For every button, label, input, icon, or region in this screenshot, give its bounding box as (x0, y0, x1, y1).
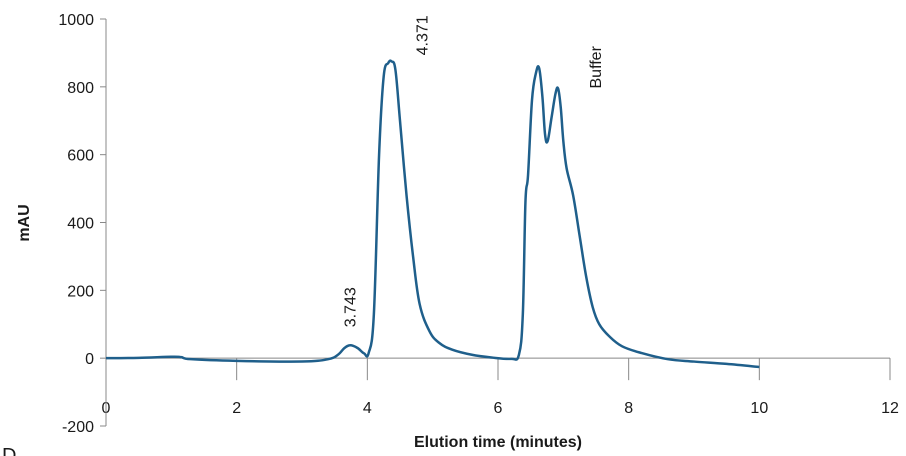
x-tick-label: 12 (881, 400, 899, 417)
panel-label: D (2, 445, 16, 456)
y-tick-label: -200 (62, 419, 94, 436)
y-axis-title: mAU (16, 204, 33, 241)
x-tick-label: 2 (232, 400, 241, 417)
y-tick-label: 600 (67, 148, 94, 165)
peak-annotation-label: Buffer (588, 45, 605, 88)
y-tick-label: 400 (67, 216, 94, 233)
y-axis-ticks: -200 0 200 400 600 800 1000 (58, 12, 106, 436)
x-axis-ticks: 0 2 4 6 8 10 12 (102, 358, 899, 417)
x-tick-label: 4 (363, 400, 372, 417)
peak-annotation-label: 3.743 (343, 287, 360, 327)
x-tick-label: 8 (624, 400, 633, 417)
peak-annotation-label: 4.371 (415, 15, 432, 55)
y-tick-label: 800 (67, 80, 94, 97)
peak-annotations: 3.743 4.371 Buffer (343, 15, 606, 327)
x-tick-label: 6 (494, 400, 503, 417)
x-tick-label: 10 (750, 400, 768, 417)
y-tick-label: 1000 (58, 12, 94, 29)
y-tick-label: 200 (67, 283, 94, 300)
x-axis-title: Elution time (minutes) (414, 434, 582, 451)
y-tick-label: 0 (85, 351, 94, 368)
series-line (105, 59, 760, 369)
